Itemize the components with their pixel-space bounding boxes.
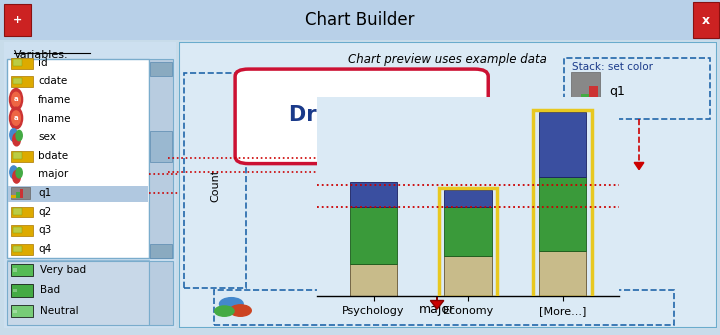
- Bar: [444, 190, 492, 207]
- Bar: [11, 187, 30, 199]
- Bar: [444, 207, 492, 256]
- Bar: [438, 188, 498, 297]
- Text: q3: q3: [38, 225, 51, 236]
- Bar: [534, 110, 592, 297]
- Bar: [12, 195, 16, 198]
- FancyArrow shape: [431, 290, 444, 309]
- Text: bdate: bdate: [38, 151, 68, 161]
- Bar: [13, 59, 22, 66]
- Bar: [11, 207, 33, 217]
- Bar: [539, 112, 586, 177]
- Circle shape: [220, 298, 243, 310]
- Bar: [11, 244, 33, 255]
- Bar: [7, 59, 149, 258]
- Text: Count: Count: [210, 169, 220, 202]
- Text: q2: q2: [38, 207, 51, 217]
- Bar: [11, 264, 33, 276]
- Text: a: a: [14, 96, 18, 103]
- Text: lname: lname: [38, 114, 71, 124]
- Bar: [350, 264, 397, 296]
- Text: q1: q1: [609, 85, 625, 98]
- Bar: [17, 192, 19, 198]
- Text: fname: fname: [38, 95, 71, 105]
- Circle shape: [16, 130, 22, 141]
- Bar: [184, 73, 246, 288]
- Bar: [13, 227, 22, 233]
- Circle shape: [10, 166, 17, 179]
- Circle shape: [9, 88, 22, 110]
- Text: Chart preview uses example data: Chart preview uses example data: [348, 53, 547, 66]
- Circle shape: [12, 111, 20, 125]
- Text: Neutral: Neutral: [40, 306, 78, 316]
- Bar: [214, 290, 674, 325]
- Bar: [350, 207, 397, 264]
- Text: q4: q4: [38, 244, 51, 254]
- Text: +: +: [13, 15, 22, 25]
- Bar: [149, 261, 173, 325]
- Text: major: major: [419, 303, 455, 316]
- Bar: [564, 58, 710, 119]
- Bar: [573, 100, 582, 112]
- Circle shape: [16, 168, 22, 178]
- Bar: [13, 152, 22, 159]
- Text: Very bad: Very bad: [40, 265, 86, 275]
- Bar: [20, 189, 24, 198]
- Bar: [589, 86, 598, 112]
- Text: x: x: [701, 14, 710, 26]
- Text: cdate: cdate: [38, 76, 68, 86]
- Bar: [693, 2, 719, 38]
- Bar: [350, 182, 397, 207]
- Bar: [11, 58, 33, 69]
- FancyArrow shape: [634, 162, 644, 170]
- Circle shape: [215, 306, 234, 316]
- Bar: [8, 186, 148, 202]
- Bar: [571, 72, 600, 112]
- Bar: [539, 177, 586, 251]
- Circle shape: [230, 305, 251, 316]
- Bar: [149, 59, 173, 258]
- Bar: [4, 4, 31, 36]
- Text: Stack: set color: Stack: set color: [572, 62, 653, 72]
- Bar: [13, 268, 17, 272]
- Text: id: id: [38, 58, 48, 68]
- Text: a: a: [14, 115, 18, 121]
- Bar: [539, 251, 586, 296]
- Circle shape: [12, 92, 20, 107]
- Circle shape: [10, 129, 17, 141]
- Bar: [11, 284, 33, 296]
- Bar: [150, 62, 172, 76]
- Bar: [11, 151, 33, 161]
- Text: Chart Builder: Chart Builder: [305, 11, 415, 29]
- Bar: [11, 305, 33, 317]
- Bar: [13, 310, 17, 313]
- Bar: [150, 244, 172, 258]
- Text: sex: sex: [38, 132, 56, 142]
- Bar: [11, 225, 33, 236]
- Text: q1: q1: [38, 188, 51, 198]
- Bar: [13, 208, 22, 215]
- Bar: [13, 246, 22, 252]
- Bar: [582, 94, 589, 112]
- Circle shape: [13, 133, 20, 146]
- Text: Drag & Drop: Drag & Drop: [289, 105, 435, 125]
- Circle shape: [9, 107, 22, 129]
- Text: major: major: [38, 170, 68, 180]
- Circle shape: [13, 171, 20, 183]
- Bar: [7, 261, 149, 325]
- Bar: [13, 289, 17, 292]
- Bar: [150, 131, 172, 162]
- Bar: [11, 76, 33, 87]
- FancyBboxPatch shape: [235, 69, 488, 163]
- Text: Variables:: Variables:: [14, 50, 68, 60]
- Bar: [13, 78, 22, 84]
- Bar: [444, 256, 492, 296]
- Text: Bad: Bad: [40, 285, 60, 295]
